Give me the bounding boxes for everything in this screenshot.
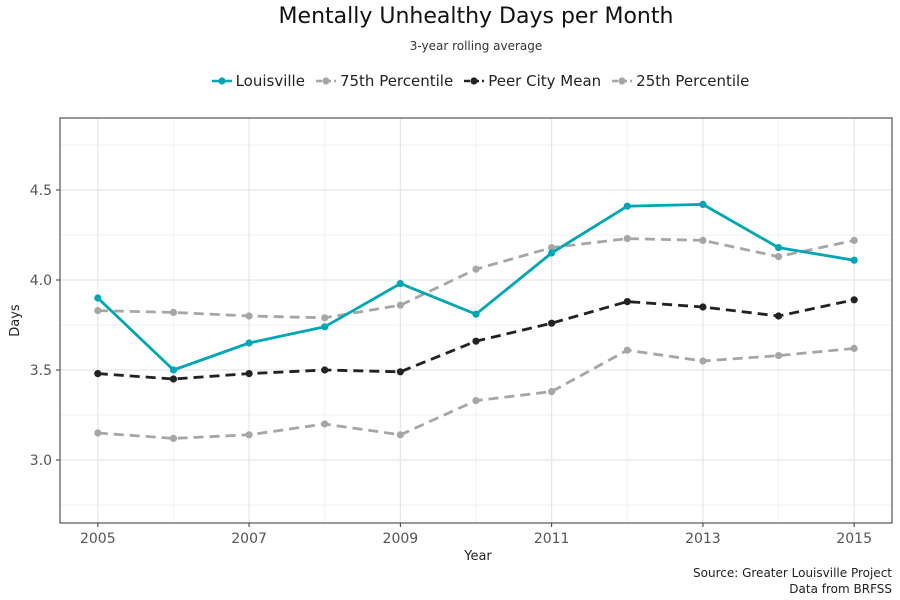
legend-label: 25th Percentile bbox=[636, 72, 750, 90]
data-point-louisville bbox=[472, 310, 480, 318]
series-peer-city-mean bbox=[94, 296, 858, 383]
data-point-25th-percentile bbox=[169, 434, 178, 442]
legend-item-louisville: Louisville bbox=[211, 72, 305, 90]
data-point-25th-percentile bbox=[548, 388, 556, 396]
data-point-peer-city-mean bbox=[774, 312, 783, 320]
data-point-75th-percentile bbox=[321, 314, 329, 322]
data-point-25th-percentile bbox=[623, 346, 631, 354]
y-tick-label: 3.5 bbox=[30, 363, 52, 379]
legend-label: 75th Percentile bbox=[339, 72, 454, 90]
x-tick-label: 2011 bbox=[534, 531, 570, 547]
data-point-louisville bbox=[774, 244, 783, 252]
data-point-peer-city-mean bbox=[169, 375, 178, 383]
data-point-louisville bbox=[396, 280, 404, 288]
data-point-25th-percentile bbox=[396, 431, 404, 439]
series-lines bbox=[94, 200, 858, 442]
caption-source: Source: Greater Louisville Project bbox=[693, 566, 892, 580]
data-point-peer-city-mean bbox=[245, 370, 253, 378]
data-point-75th-percentile bbox=[850, 236, 858, 244]
data-point-louisville bbox=[548, 249, 556, 257]
legend-key-louisville bbox=[211, 77, 232, 85]
data-point-75th-percentile bbox=[94, 307, 102, 315]
y-tick-label: 4.5 bbox=[30, 183, 52, 199]
series-25th-percentile bbox=[94, 344, 858, 442]
data-point-peer-city-mean bbox=[548, 319, 556, 327]
data-point-louisville bbox=[245, 339, 253, 347]
chart-title: Mentally Unhealthy Days per Month bbox=[278, 4, 674, 29]
data-point-25th-percentile bbox=[321, 420, 329, 428]
data-point-louisville bbox=[850, 256, 858, 264]
data-point-peer-city-mean bbox=[396, 368, 404, 376]
x-tick-label: 2005 bbox=[80, 531, 116, 547]
data-point-louisville bbox=[94, 294, 102, 302]
data-point-25th-percentile bbox=[774, 352, 783, 360]
data-point-peer-city-mean bbox=[850, 296, 858, 304]
data-point-75th-percentile bbox=[472, 265, 480, 273]
data-point-louisville bbox=[169, 366, 178, 374]
caption-data-origin: Data from BRFSS bbox=[789, 582, 892, 596]
x-tick-label: 2015 bbox=[836, 531, 872, 547]
data-point-louisville bbox=[321, 323, 329, 331]
data-point-25th-percentile bbox=[94, 429, 102, 437]
data-point-75th-percentile bbox=[774, 253, 783, 261]
legend-item-75th-percentile: 75th Percentile bbox=[315, 72, 453, 90]
y-tick-label: 4.0 bbox=[30, 273, 52, 289]
legend-item-25th-percentile: 25th Percentile bbox=[611, 72, 749, 90]
x-tick-label: 2013 bbox=[685, 531, 721, 547]
data-point-peer-city-mean bbox=[699, 303, 707, 311]
data-point-25th-percentile bbox=[245, 431, 253, 439]
series-louisville bbox=[94, 200, 858, 374]
data-point-25th-percentile bbox=[699, 357, 707, 365]
data-point-louisville bbox=[623, 202, 631, 210]
legend-key-25th-percentile bbox=[612, 77, 633, 85]
data-point-75th-percentile bbox=[623, 235, 631, 243]
data-point-peer-city-mean bbox=[472, 337, 480, 345]
grid bbox=[60, 118, 892, 523]
x-tick-label: 2007 bbox=[231, 531, 267, 547]
series-75th-percentile bbox=[94, 235, 858, 322]
y-axis-title: Days bbox=[8, 304, 23, 337]
data-point-25th-percentile bbox=[850, 344, 858, 352]
y-tick-label: 3.0 bbox=[30, 453, 52, 469]
legend-key-75th-percentile bbox=[315, 77, 336, 85]
plot-panel-border bbox=[59, 117, 893, 524]
data-point-peer-city-mean bbox=[623, 298, 631, 306]
x-axis-title: Year bbox=[463, 549, 492, 564]
data-point-peer-city-mean bbox=[94, 370, 102, 378]
data-point-75th-percentile bbox=[169, 308, 178, 316]
data-point-louisville bbox=[699, 200, 707, 208]
source-caption: Source: Greater Louisville Project Data … bbox=[693, 565, 892, 597]
legend-key-peer-city-mean bbox=[464, 77, 485, 85]
data-point-75th-percentile bbox=[699, 236, 707, 244]
legend-label: Peer City Mean bbox=[488, 72, 602, 90]
data-point-25th-percentile bbox=[472, 397, 480, 405]
data-point-75th-percentile bbox=[245, 312, 253, 320]
data-point-75th-percentile bbox=[396, 301, 404, 309]
legend: Louisville 75th Percentile Peer City Mean 2… bbox=[0, 72, 900, 90]
x-tick-label: 2009 bbox=[383, 531, 419, 547]
chart-subtitle: 3-year rolling average bbox=[409, 39, 543, 53]
legend-label: Louisville bbox=[235, 72, 305, 90]
axis-ticks: 3.0 3.5 4.0 4.5 2005 2007 2009 2011 2013 2015 bbox=[30, 183, 872, 547]
data-point-75th-percentile bbox=[548, 244, 556, 252]
data-point-peer-city-mean bbox=[321, 366, 329, 374]
legend-item-peer-city-mean: Peer City Mean bbox=[463, 72, 601, 90]
